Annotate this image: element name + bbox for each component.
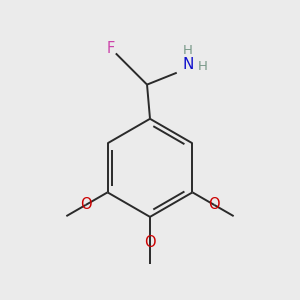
Text: O: O — [80, 197, 92, 212]
Text: H: H — [183, 44, 193, 57]
Text: H: H — [197, 60, 207, 73]
Text: O: O — [144, 235, 156, 250]
Text: F: F — [106, 40, 115, 56]
Text: N: N — [182, 57, 194, 72]
Text: O: O — [208, 197, 220, 212]
